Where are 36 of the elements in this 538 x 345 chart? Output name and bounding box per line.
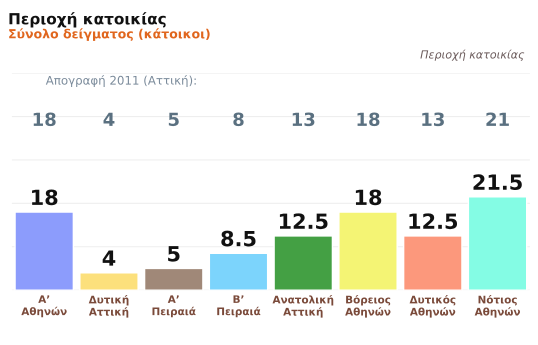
bar: [14, 211, 74, 290]
bar: [208, 252, 268, 290]
x-tick-label: Βόρειος Αθηνών: [345, 295, 390, 318]
bar: [79, 272, 139, 290]
bar: [144, 268, 204, 290]
bar: [338, 211, 398, 290]
data-label: 21.5: [473, 174, 522, 190]
chart-subtitle: Σύνολο δείγματος (κάτοικοι): [9, 28, 210, 41]
x-tick-label: Α’ Πειραιά: [152, 295, 196, 318]
data-label: 4: [102, 250, 116, 266]
data-label: 18: [32, 189, 58, 206]
annotation: 5: [168, 112, 179, 126]
annotation: 13: [422, 112, 444, 126]
annotation: 21: [486, 112, 509, 126]
x-tick-label: Δυτική Αττική: [88, 295, 128, 318]
bar: [402, 235, 463, 290]
annotation: 18: [358, 112, 380, 126]
x-tick-label: Ανατολική Αττική: [272, 295, 334, 318]
x-tick-label: Νότιος Αθηνών: [474, 295, 520, 318]
annotation: 18: [34, 112, 56, 126]
annotation: 8: [233, 112, 244, 126]
x-tick-label: Β’ Πειραιά: [217, 295, 260, 318]
text: Περιοχή κατοικίας: [420, 50, 524, 61]
chart-title: Περιοχή κατοικίας: [9, 12, 166, 28]
annotation: Απογραφή 2011 (Αττική):: [46, 75, 196, 88]
x-tick-label: Δυτικός Αθηνών: [410, 295, 456, 318]
bar: [273, 235, 334, 290]
data-label: 18: [356, 189, 382, 206]
data-label: 5: [168, 246, 180, 262]
data-label: 12.5: [280, 213, 328, 230]
data-label: 12.5: [409, 213, 458, 230]
x-tick-label: Α’ Αθηνών: [21, 295, 67, 318]
annotation: 4: [104, 112, 114, 126]
annotation: 13: [292, 112, 314, 126]
data-label: 8.5: [221, 230, 256, 246]
bar: [468, 196, 528, 290]
